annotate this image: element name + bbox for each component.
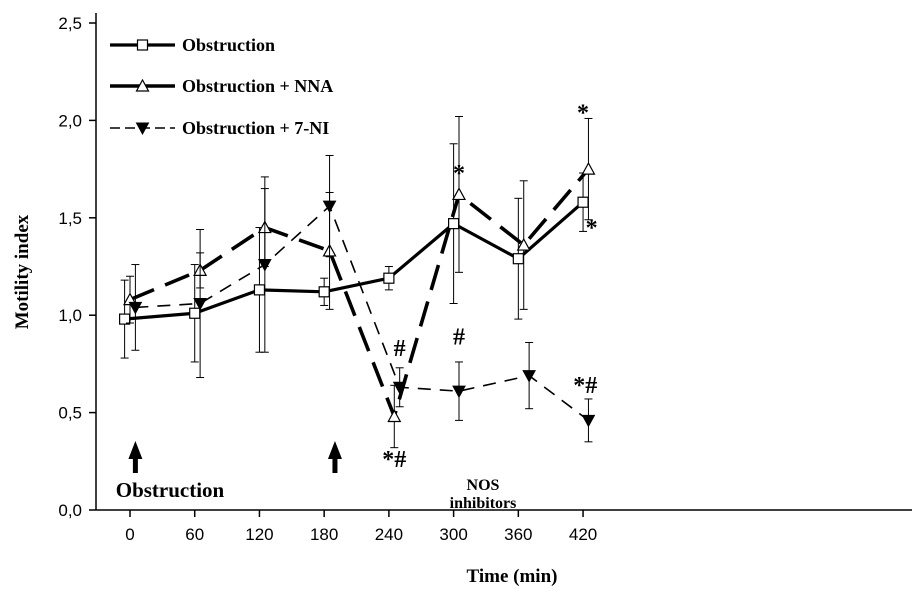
marker-series-2 — [581, 414, 596, 428]
significance-mark: *# — [573, 373, 597, 399]
marker-series-0 — [253, 284, 266, 296]
marker-series-2 — [257, 259, 272, 272]
significance-mark: # — [394, 336, 406, 362]
y-tick-label: 2,5 — [58, 14, 82, 33]
x-axis-title: Time (min) — [467, 566, 558, 587]
annotation-nos-inhibitors: NOS inhibitors — [450, 477, 517, 512]
legend-label-1: Obstruction + NNA — [182, 76, 333, 96]
nos-arrow-head — [327, 441, 342, 459]
annotations: Obstruction NOS inhibitors — [116, 441, 517, 512]
series-layer — [119, 116, 596, 449]
annotation-nos-line: inhibitors — [450, 495, 517, 512]
annotation-nos-line: NOS — [467, 477, 500, 494]
marker-series-0 — [318, 286, 330, 298]
marker-series-0 — [189, 307, 201, 319]
significance-mark: # — [453, 324, 465, 350]
series-0 — [119, 143, 589, 363]
legend-label-2: Obstruction + 7-NI — [182, 118, 329, 138]
y-tick-label: 0,0 — [58, 501, 82, 520]
series-line-1 — [129, 167, 590, 419]
x-tick-label: 240 — [375, 525, 403, 544]
marker-series-1 — [387, 409, 402, 423]
marker-series-0 — [577, 196, 589, 208]
y-tick-label: 0,5 — [58, 404, 82, 423]
marker-series-2 — [128, 301, 143, 315]
marker-series-2 — [135, 122, 150, 136]
y-tick-label: 1,5 — [58, 209, 82, 228]
series-line-0 — [124, 201, 585, 321]
marker-series-1 — [516, 237, 531, 251]
marker-series-2 — [392, 381, 407, 395]
x-tick-label: 0 — [125, 525, 134, 544]
marker-series-1 — [581, 161, 596, 175]
y-axis-title: Motility index — [12, 214, 33, 329]
series-2 — [128, 154, 596, 443]
marker-series-1 — [135, 78, 150, 92]
obstruction-arrow-head — [128, 441, 143, 459]
marker-series-1 — [122, 292, 138, 306]
significance-marks: *##*#***# — [382, 100, 597, 473]
marker-series-0 — [512, 253, 524, 265]
annotation-obstruction: Obstruction — [116, 478, 225, 502]
x-tick-label: 420 — [569, 525, 597, 544]
x-tick-label: 300 — [439, 525, 467, 544]
series-line-2 — [135, 205, 589, 422]
x-tick-label: 60 — [185, 525, 204, 544]
marker-series-0 — [136, 39, 149, 51]
significance-mark: *# — [382, 447, 406, 473]
x-tick-label: 120 — [245, 525, 273, 544]
y-tick-label: 2,0 — [58, 111, 82, 130]
marker-series-2 — [522, 370, 536, 383]
significance-mark: * — [453, 161, 465, 187]
marker-series-0 — [448, 218, 460, 230]
marker-series-2 — [452, 385, 466, 399]
axes: 0,0 0,5 1,0 1,5 2,0 2,5 0 60 120 180 240 300 360 420 — [58, 13, 912, 544]
significance-mark: * — [586, 215, 598, 241]
y-tick-label: 1,0 — [58, 306, 82, 325]
significance-mark: * — [577, 100, 589, 126]
marker-series-1 — [451, 187, 467, 201]
marker-series-2 — [193, 298, 207, 311]
x-tick-label: 360 — [504, 525, 532, 544]
legend: Obstruction Obstruction + NNA Obstruction … — [110, 35, 333, 138]
marker-series-2 — [322, 200, 337, 214]
x-tick-label: 180 — [310, 525, 338, 544]
legend-label-0: Obstruction — [182, 35, 275, 55]
marker-series-0 — [383, 272, 395, 284]
